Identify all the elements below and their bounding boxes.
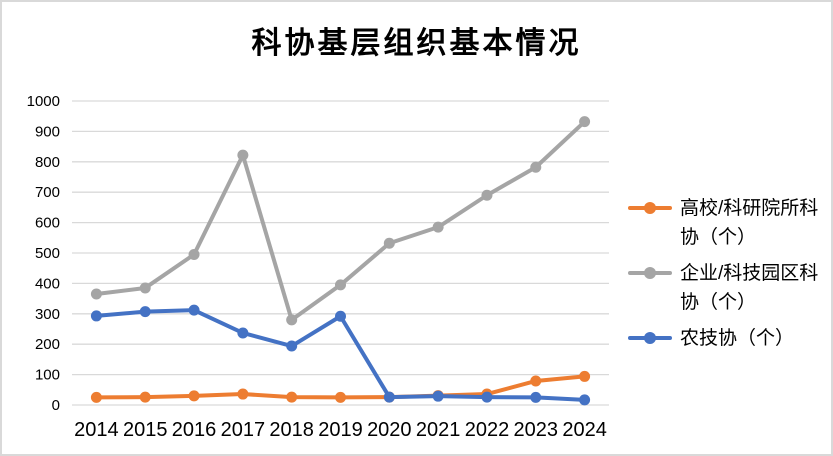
x-axis-tick-label: 2016 [172,419,217,441]
data-point[interactable] [139,306,151,318]
x-axis-tick-label: 2023 [514,419,559,441]
data-point[interactable] [530,375,542,387]
y-axis-tick-label: 1000 [27,93,60,110]
legend-item-enterprises[interactable]: 企业/科技园区科协（个） [628,259,831,317]
x-axis-tick-label: 2014 [74,419,119,441]
y-axis-tick-label: 200 [35,336,60,353]
x-axis-tick-label: 2018 [269,419,314,441]
data-point[interactable] [481,189,493,201]
x-axis-tick-label: 2020 [367,419,412,441]
data-point[interactable] [139,391,151,403]
data-point[interactable] [335,279,346,291]
data-point[interactable] [579,116,591,128]
data-point[interactable] [188,249,200,261]
y-axis-tick-label: 100 [35,367,60,384]
legend-marker-line-dot-icon [628,267,672,280]
y-axis-tick-label: 0 [52,397,60,414]
data-point[interactable] [286,391,298,403]
chart-title: 科协基层组织基本情况 [251,26,582,61]
x-axis-tick-label: 2019 [318,419,363,441]
y-axis-tick-label: 500 [35,245,60,262]
data-point[interactable] [237,388,249,400]
legend: 高校/科研院所科协（个） 企业/科技园区科协（个） 农技协（个） [628,194,831,360]
data-point[interactable] [335,391,346,403]
data-point[interactable] [90,288,102,300]
data-point[interactable] [432,390,444,402]
data-point[interactable] [383,237,395,249]
y-axis-tick-label: 300 [35,306,60,323]
data-point[interactable] [237,149,249,161]
data-point[interactable] [90,391,102,403]
y-axis-tick-label: 900 [35,123,60,140]
x-axis-tick-label: 2022 [465,419,510,441]
data-point[interactable] [530,161,542,173]
y-axis-tick-label: 800 [35,154,60,171]
x-axis-tick-label: 2017 [221,419,266,441]
data-point[interactable] [286,314,298,326]
y-axis-tick-label: 400 [35,275,60,292]
data-point[interactable] [90,310,102,322]
y-axis-tick-label: 600 [35,215,60,232]
data-point[interactable] [481,391,493,403]
data-point[interactable] [432,221,444,233]
x-axis-tick-label: 2021 [416,419,461,441]
legend-label: 高校/科研院所科协（个） [680,198,819,248]
data-point[interactable] [579,394,591,406]
data-point[interactable] [579,370,591,382]
data-point[interactable] [188,390,200,402]
data-point[interactable] [530,391,542,403]
y-axis-tick-label: 700 [35,184,60,201]
data-point[interactable] [188,304,200,316]
legend-marker-line-dot-icon [628,332,672,345]
legend-marker-line-dot-icon [628,202,672,215]
legend-item-agritech[interactable]: 农技协（个） [628,324,831,353]
legend-label: 农技协（个） [680,328,795,349]
legend-item-universities[interactable]: 高校/科研院所科协（个） [628,194,831,252]
data-point[interactable] [237,327,249,339]
legend-label: 企业/科技园区科协（个） [680,263,819,313]
x-axis-tick-label: 2015 [123,419,168,441]
data-point[interactable] [335,310,346,322]
data-point[interactable] [286,340,298,352]
data-point[interactable] [383,391,395,403]
x-axis-tick-label: 2024 [562,419,607,441]
data-point[interactable] [139,282,151,294]
